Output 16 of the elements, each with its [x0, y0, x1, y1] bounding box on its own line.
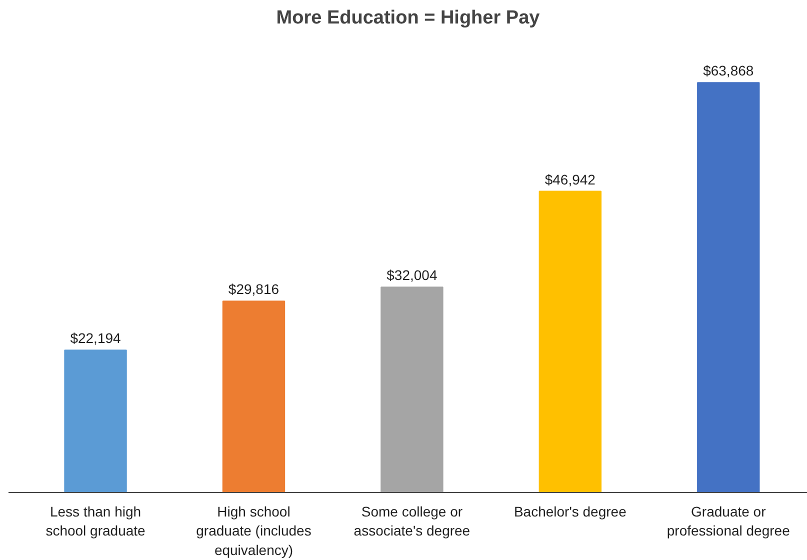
data-label: $63,868 — [703, 62, 754, 79]
data-label: $32,004 — [386, 267, 438, 284]
data-label: $29,816 — [228, 281, 280, 298]
x-tick-label: Less than high school graduate — [46, 504, 146, 539]
data-label: $22,194 — [70, 330, 122, 346]
bar — [380, 286, 444, 492]
x-tick-label: Graduate or professional degree — [666, 504, 790, 539]
x-tick-label: Bachelor's degree — [514, 504, 627, 520]
bar — [64, 350, 127, 492]
data-label: $46,942 — [544, 171, 596, 188]
bar — [697, 82, 760, 492]
x-tick-label: High school graduate (includes equivalency) — [196, 504, 312, 558]
chart-title: More Education = Higher Pay — [276, 8, 540, 28]
x-tick-label: Some college or associate's degree — [354, 504, 470, 539]
bar — [538, 190, 602, 492]
bar — [222, 300, 286, 492]
